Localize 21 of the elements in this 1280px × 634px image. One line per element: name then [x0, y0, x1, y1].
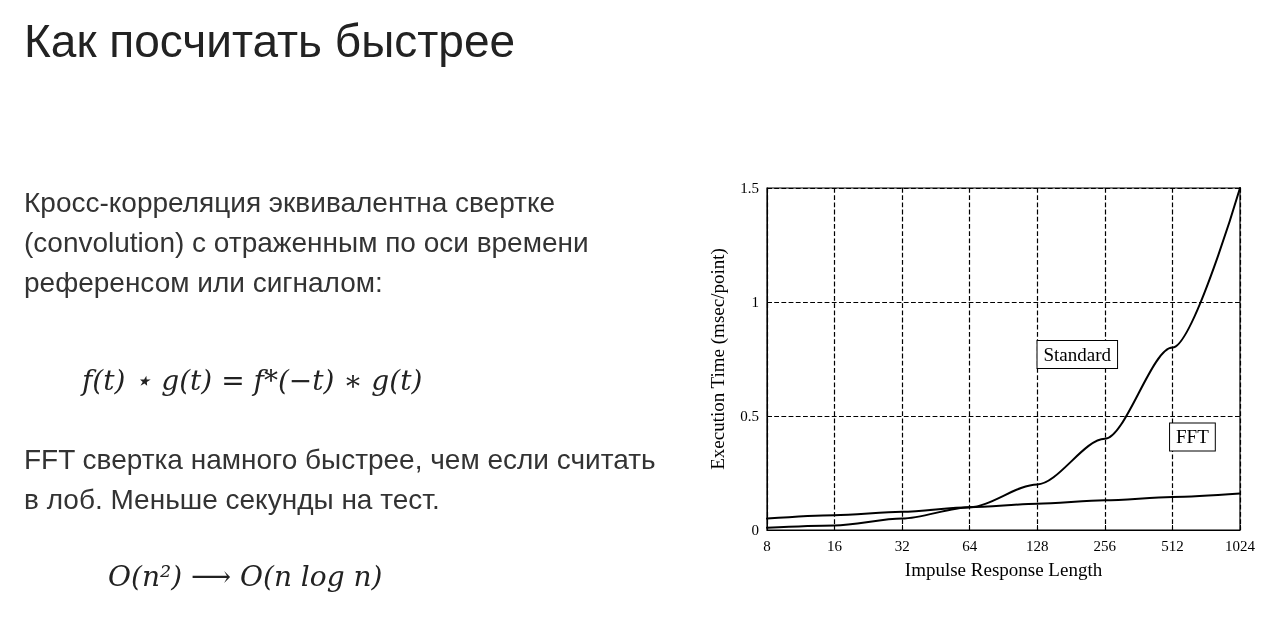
x-tick-label: 16 [827, 537, 843, 554]
text: O(n²) ⟶ O(n log n) [108, 560, 383, 593]
x-tick-label: 32 [894, 537, 910, 554]
x-tick-label: 512 [1161, 537, 1184, 554]
y-tick-label: 1.5 [740, 180, 759, 196]
text: Как посчитать быстрее [24, 14, 516, 68]
y-axis-title: Execution Time (msec/point) [707, 248, 729, 470]
x-tick-label: 128 [1026, 537, 1049, 554]
text: FFT [1176, 426, 1210, 448]
x-tick-label: 256 [1093, 537, 1117, 554]
y-tick-label: 0 [751, 522, 759, 538]
x-axis-title: Impulse Response Length [904, 559, 1103, 580]
series-label: Standard [1043, 343, 1112, 365]
x-tick-label: 1024 [1225, 537, 1256, 554]
x-tick-label: 64 [962, 537, 978, 554]
x-tick-label: 8 [763, 537, 771, 554]
text: Кросс-корреляция эквивалентна свертке (convolution) с отраженным по оси времени референсом или сигналом: [24, 186, 590, 300]
text: FFT свертка намного быстрее, чем если считать в лоб. Меньше секунды на тест. [24, 443, 657, 517]
y-tick-label: 1 [751, 294, 759, 310]
y-tick-label: 0.5 [740, 408, 759, 424]
text: f(t) ⋆ g(t) = f*(−t) ∗ g(t) [82, 364, 423, 397]
